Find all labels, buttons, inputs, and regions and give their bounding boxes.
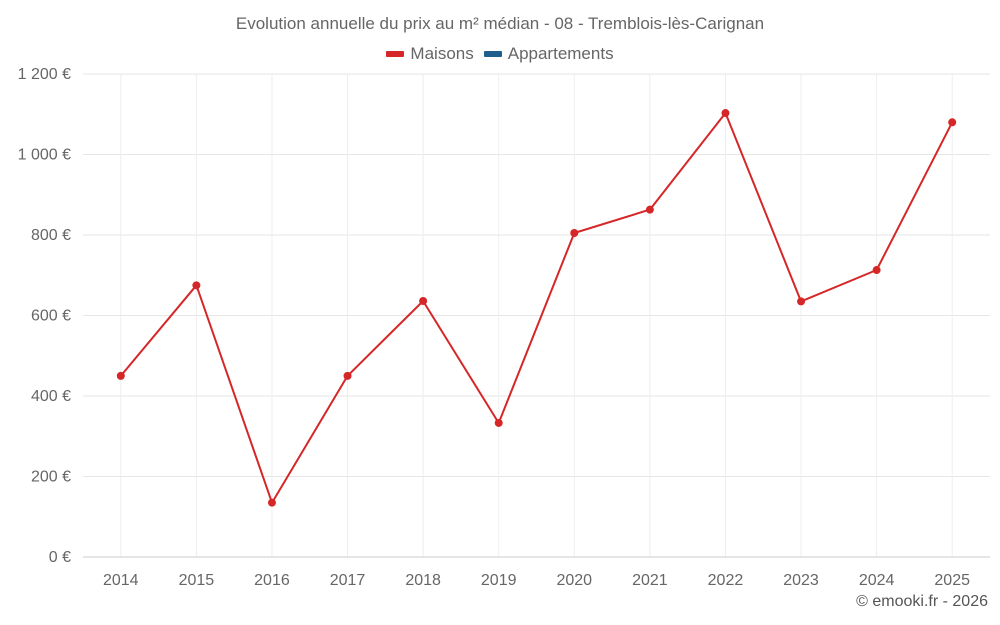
legend-label-appartements: Appartements: [507, 44, 614, 63]
data-point-maisons: [797, 297, 806, 306]
legend-swatch-maisons: [386, 51, 405, 57]
data-point-maisons: [192, 281, 201, 290]
legend-item-appartements[interactable]: Appartements: [483, 44, 614, 64]
data-point-maisons: [948, 118, 957, 127]
x-tick-label: 2016: [254, 572, 290, 589]
data-point-maisons: [494, 418, 503, 427]
data-point-maisons: [645, 205, 654, 214]
legend: Maisons Appartements: [0, 44, 1000, 64]
y-tick-label: 800 €: [31, 227, 71, 244]
legend-item-maisons[interactable]: Maisons: [386, 44, 474, 64]
data-point-maisons: [116, 371, 125, 380]
legend-label-maisons: Maisons: [410, 44, 474, 63]
x-tick-label: 2025: [934, 572, 970, 589]
data-point-maisons: [570, 228, 579, 237]
data-point-maisons: [872, 266, 881, 275]
x-tick-label: 2014: [103, 572, 139, 589]
chart-title: Evolution annuelle du prix au m² médian …: [235, 14, 765, 33]
y-tick-label: 600 €: [31, 308, 71, 325]
x-tick-label: 2018: [405, 572, 441, 589]
x-tick-label: 2022: [708, 572, 744, 589]
x-tick-label: 2021: [632, 572, 668, 589]
x-tick-label: 2024: [859, 572, 895, 589]
y-tick-label: 1 200 €: [18, 66, 71, 83]
data-point-maisons: [267, 498, 276, 507]
legend-swatch-appartements: [483, 51, 502, 57]
credit-text: © emooki.fr - 2026: [856, 593, 988, 610]
y-tick-label: 1 000 €: [18, 147, 71, 164]
y-tick-label: 0 €: [49, 549, 71, 566]
x-tick-label: 2017: [330, 572, 366, 589]
x-tick-label: 2020: [556, 572, 592, 589]
series-line-maisons: [120, 112, 954, 504]
y-tick-label: 400 €: [31, 388, 71, 405]
data-point-maisons: [419, 297, 428, 306]
data-point-maisons: [343, 371, 352, 380]
data-point-maisons: [721, 109, 730, 118]
x-tick-label: 2015: [179, 572, 215, 589]
x-tick-label: 2019: [481, 572, 517, 589]
x-tick-label: 2023: [783, 572, 819, 589]
y-tick-label: 200 €: [31, 469, 71, 486]
